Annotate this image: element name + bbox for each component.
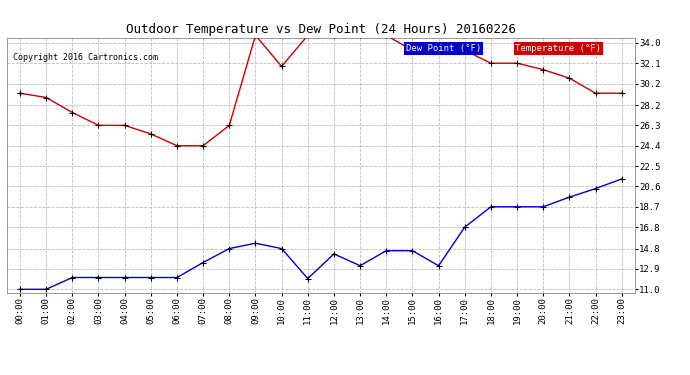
Text: Temperature (°F): Temperature (°F): [515, 44, 602, 53]
Text: Copyright 2016 Cartronics.com: Copyright 2016 Cartronics.com: [13, 53, 158, 62]
Title: Outdoor Temperature vs Dew Point (24 Hours) 20160226: Outdoor Temperature vs Dew Point (24 Hou…: [126, 23, 516, 36]
Text: Dew Point (°F): Dew Point (°F): [406, 44, 481, 53]
